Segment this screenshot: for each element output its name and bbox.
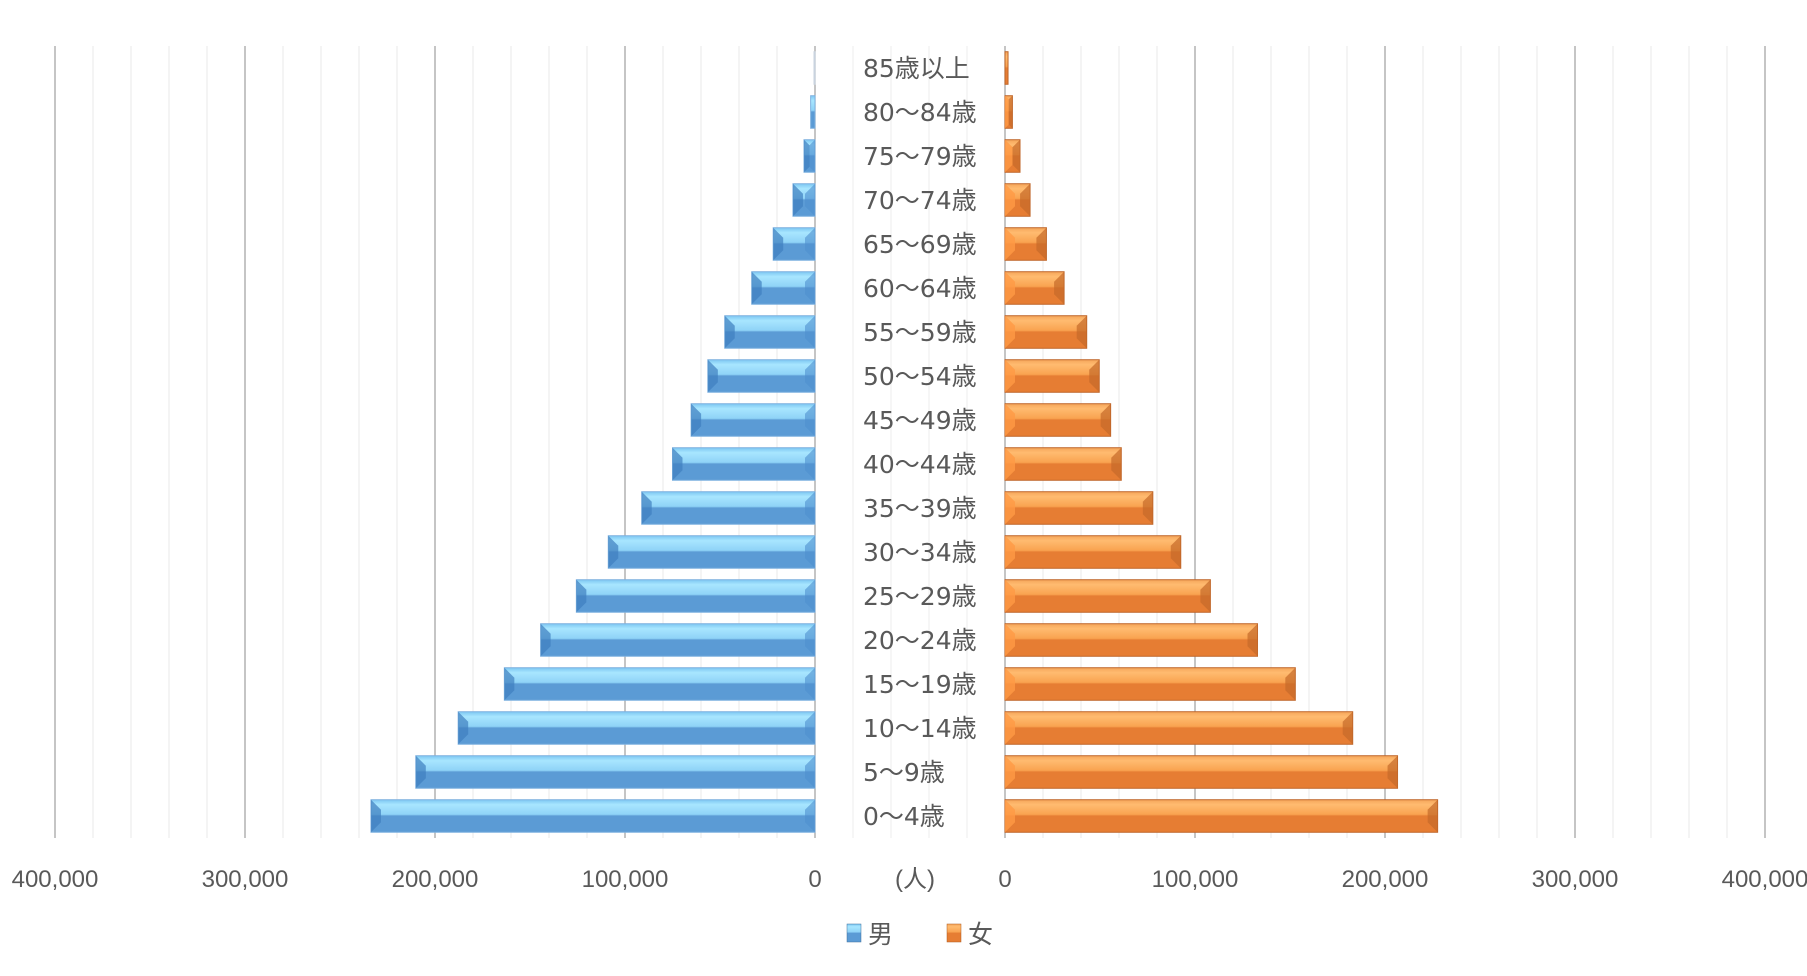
category-label: 5〜9歳 xyxy=(863,758,945,787)
category-label: 80〜84歳 xyxy=(863,98,977,127)
bar-female xyxy=(1004,799,1439,833)
x-tick-label: 300,000 xyxy=(1532,866,1619,893)
legend-label-male: 男 xyxy=(868,920,893,949)
bar-male xyxy=(415,755,816,789)
bar-female xyxy=(1004,711,1354,745)
legend-marker-male-icon xyxy=(846,923,862,943)
bar-female xyxy=(1004,51,1009,85)
category-label: 65〜69歳 xyxy=(863,230,977,259)
bar-male xyxy=(690,403,816,437)
legend-label-female: 女 xyxy=(968,920,993,949)
category-label: 15〜19歳 xyxy=(863,670,977,699)
bar-male xyxy=(575,579,816,613)
category-label: 40〜44歳 xyxy=(863,450,977,479)
bar-female xyxy=(1004,315,1088,349)
x-tick-label: 200,000 xyxy=(1342,866,1429,893)
bar-female xyxy=(1004,403,1112,437)
bar-female xyxy=(1004,579,1211,613)
category-label: 70〜74歳 xyxy=(863,186,977,215)
bar-female xyxy=(1004,623,1259,657)
bar-female xyxy=(1004,183,1031,217)
gridlines xyxy=(54,46,1766,838)
bar-male xyxy=(810,95,816,129)
category-label: 0〜4歳 xyxy=(863,802,945,831)
bar-female xyxy=(1004,359,1100,393)
x-tick-label: 0 xyxy=(808,866,821,893)
bar-male xyxy=(370,799,816,833)
series-female-bars xyxy=(1004,51,1439,833)
x-tick-label: 100,000 xyxy=(582,866,669,893)
bar-female xyxy=(1004,95,1013,129)
bar-male xyxy=(641,491,816,525)
category-labels: 85歳以上 80〜84歳 75〜79歳 70〜74歳 65〜69歳 60〜64歳 55〜59… xyxy=(863,54,977,831)
unit-label: (人) xyxy=(895,866,935,893)
category-label: 75〜79歳 xyxy=(863,142,977,171)
bar-male xyxy=(457,711,816,745)
category-label: 30〜34歳 xyxy=(863,538,977,567)
bar-male xyxy=(707,359,816,393)
x-tick-label: 200,000 xyxy=(392,866,479,893)
bar-male xyxy=(813,51,816,85)
bar-male xyxy=(607,535,816,569)
bar-female xyxy=(1004,139,1021,173)
bar-female xyxy=(1004,491,1154,525)
x-axis-left-labels: 400,000 300,000 200,000 100,000 0 xyxy=(12,866,822,893)
bar-male xyxy=(672,447,816,481)
legend-marker-female-icon xyxy=(946,923,962,943)
bar-female xyxy=(1004,227,1047,261)
category-label: 45〜49歳 xyxy=(863,406,977,435)
bar-male xyxy=(792,183,816,217)
legend: 男 女 xyxy=(846,920,993,949)
bar-male xyxy=(503,667,816,701)
bar-male xyxy=(724,315,816,349)
bar-female xyxy=(1004,667,1296,701)
x-tick-label: 400,000 xyxy=(12,866,99,893)
bar-male xyxy=(751,271,816,305)
category-label: 50〜54歳 xyxy=(863,362,977,391)
x-axis-right-labels: 0 100,000 200,000 300,000 400,000 xyxy=(998,866,1807,893)
x-tick-label: 400,000 xyxy=(1722,866,1807,893)
bar-female xyxy=(1004,271,1065,305)
series-male-bars xyxy=(370,51,816,833)
category-label: 35〜39歳 xyxy=(863,494,977,523)
bar-female xyxy=(1004,447,1122,481)
legend-entry-male[interactable]: 男 xyxy=(846,920,893,949)
bar-male xyxy=(772,227,816,261)
x-tick-label: 0 xyxy=(998,866,1011,893)
bar-female xyxy=(1004,755,1399,789)
x-tick-label: 300,000 xyxy=(202,866,289,893)
category-label: 60〜64歳 xyxy=(863,274,977,303)
category-label: 55〜59歳 xyxy=(863,318,977,347)
category-label: 85歳以上 xyxy=(863,54,970,83)
legend-entry-female[interactable]: 女 xyxy=(946,920,993,949)
bar-female xyxy=(1004,535,1182,569)
bar-male xyxy=(803,139,816,173)
bar-male xyxy=(540,623,816,657)
category-label: 10〜14歳 xyxy=(863,714,977,743)
category-label: 20〜24歳 xyxy=(863,626,977,655)
x-tick-label: 100,000 xyxy=(1152,866,1239,893)
category-label: 25〜29歳 xyxy=(863,582,977,611)
